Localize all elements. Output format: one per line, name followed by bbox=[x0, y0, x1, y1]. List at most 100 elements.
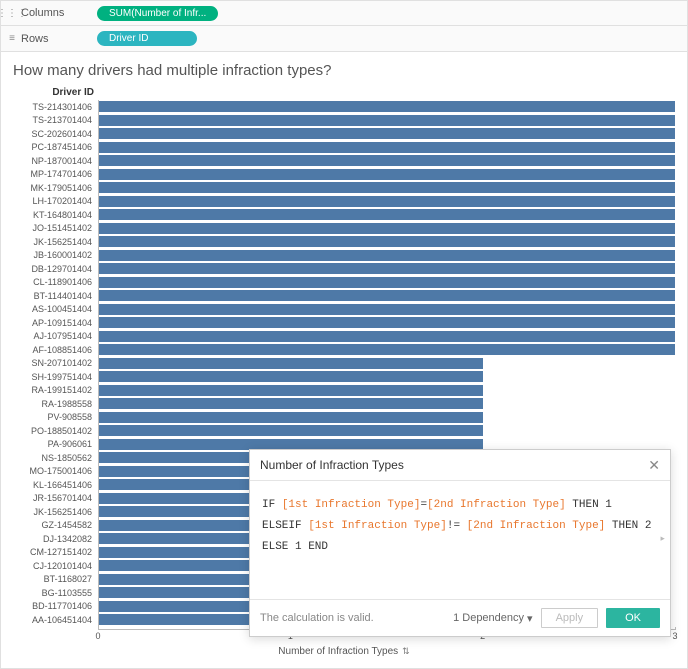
bar-row[interactable]: PO-188501402 bbox=[13, 424, 675, 438]
bar-row[interactable]: MK-179051406 bbox=[13, 181, 675, 195]
bar-label: RA-199151402 bbox=[13, 385, 98, 395]
bar-label: NS-1850562 bbox=[13, 453, 98, 463]
rows-shelf-label: ≡ Rows bbox=[7, 33, 87, 45]
bar-label: PA-906061 bbox=[13, 439, 98, 449]
bar-fill bbox=[99, 155, 675, 166]
bar-label: AF-108851406 bbox=[13, 345, 98, 355]
bar-row[interactable]: JK-156251404 bbox=[13, 235, 675, 249]
bar-row[interactable]: RA-1988558 bbox=[13, 397, 675, 411]
close-icon[interactable]: ✕ bbox=[648, 458, 660, 472]
calc-header[interactable]: Number of Infraction Types ✕ bbox=[250, 450, 670, 481]
bar-track bbox=[98, 384, 675, 398]
bar-track bbox=[98, 249, 675, 263]
bar-fill bbox=[99, 277, 675, 288]
columns-icon: ⋮⋮⋮ bbox=[7, 8, 17, 18]
bar-fill bbox=[99, 250, 675, 261]
bar-row[interactable]: DB-129701404 bbox=[13, 262, 675, 276]
sort-icon[interactable]: ⇅ bbox=[402, 646, 410, 657]
bar-fill bbox=[99, 263, 675, 274]
x-tick: 0 bbox=[95, 631, 100, 641]
bar-label: NP-187001404 bbox=[13, 156, 98, 166]
bar-fill bbox=[99, 142, 675, 153]
bar-label: TS-213701404 bbox=[13, 115, 98, 125]
bar-fill bbox=[99, 331, 675, 342]
calc-title: Number of Infraction Types bbox=[260, 458, 404, 472]
bar-fill bbox=[99, 196, 675, 207]
bar-row[interactable]: TS-213701404 bbox=[13, 114, 675, 128]
calc-body[interactable]: IF [1st Infraction Type]=[2nd Infraction… bbox=[250, 481, 670, 599]
calc-dependency-link[interactable]: 1 Dependency▾ bbox=[453, 612, 532, 625]
bar-track bbox=[98, 424, 675, 438]
bar-track bbox=[98, 114, 675, 128]
bar-fill bbox=[99, 304, 675, 315]
bar-fill bbox=[99, 385, 483, 396]
bar-fill bbox=[99, 128, 675, 139]
bar-row[interactable]: MP-174701406 bbox=[13, 168, 675, 182]
bar-label: KT-164801404 bbox=[13, 210, 98, 220]
bar-label: TS-214301406 bbox=[13, 102, 98, 112]
bar-row[interactable]: JO-151451402 bbox=[13, 222, 675, 236]
calc-line-2: ELSEIF [1st Infraction Type]!= [2nd Infr… bbox=[262, 516, 658, 537]
bar-label: KL-166451406 bbox=[13, 480, 98, 490]
bar-track bbox=[98, 262, 675, 276]
bar-track bbox=[98, 127, 675, 141]
bar-label: AS-100451404 bbox=[13, 304, 98, 314]
bar-row[interactable]: PC-187451406 bbox=[13, 141, 675, 155]
bar-label: MK-179051406 bbox=[13, 183, 98, 193]
calc-status: The calculation is valid. bbox=[260, 612, 374, 624]
bar-row[interactable]: PV-908558 bbox=[13, 411, 675, 425]
calc-footer: The calculation is valid. 1 Dependency▾ … bbox=[250, 599, 670, 636]
bar-track bbox=[98, 141, 675, 155]
bar-fill bbox=[99, 439, 483, 450]
bar-row[interactable]: CL-118901406 bbox=[13, 276, 675, 290]
columns-pill[interactable]: SUM(Number of Infr... bbox=[97, 6, 218, 21]
bar-row[interactable]: LH-170201404 bbox=[13, 195, 675, 209]
bar-row[interactable]: JB-160001402 bbox=[13, 249, 675, 263]
bar-row[interactable]: SN-207101402 bbox=[13, 357, 675, 371]
bar-label: JK-156251406 bbox=[13, 507, 98, 517]
ok-button[interactable]: OK bbox=[606, 608, 660, 628]
bar-label: SN-207101402 bbox=[13, 358, 98, 368]
bar-fill bbox=[99, 182, 675, 193]
bar-row[interactable]: SC-202601404 bbox=[13, 127, 675, 141]
rows-pill[interactable]: Driver ID bbox=[97, 31, 197, 46]
bar-fill bbox=[99, 344, 675, 355]
calc-line-3: ELSE 1 END bbox=[262, 537, 658, 558]
bar-track bbox=[98, 330, 675, 344]
bar-track bbox=[98, 357, 675, 371]
bar-fill bbox=[99, 236, 675, 247]
bar-track bbox=[98, 289, 675, 303]
bar-row[interactable]: SH-199751404 bbox=[13, 370, 675, 384]
sheet-title[interactable]: How many drivers had multiple infraction… bbox=[13, 62, 675, 79]
bar-row[interactable]: KT-164801404 bbox=[13, 208, 675, 222]
bar-row[interactable]: AF-108851406 bbox=[13, 343, 675, 357]
bar-row[interactable]: AP-109151404 bbox=[13, 316, 675, 330]
bar-track bbox=[98, 181, 675, 195]
calc-editor-dialog[interactable]: Number of Infraction Types ✕ IF [1st Inf… bbox=[249, 449, 671, 637]
bar-fill bbox=[99, 223, 675, 234]
bar-row[interactable]: AJ-107951404 bbox=[13, 330, 675, 344]
bar-track bbox=[98, 168, 675, 182]
bar-fill bbox=[99, 115, 675, 126]
bar-label: DJ-1342082 bbox=[13, 534, 98, 544]
bar-label: SC-202601404 bbox=[13, 129, 98, 139]
bar-row[interactable]: NP-187001404 bbox=[13, 154, 675, 168]
bar-label: BT-114401404 bbox=[13, 291, 98, 301]
calc-expand-icon[interactable]: ▸ bbox=[659, 530, 666, 551]
bar-label: AA-106451404 bbox=[13, 615, 98, 625]
bar-label: BT-1168027 bbox=[13, 574, 98, 584]
bar-row[interactable]: AS-100451404 bbox=[13, 303, 675, 317]
columns-shelf[interactable]: ⋮⋮⋮ Columns SUM(Number of Infr... bbox=[0, 0, 688, 26]
bar-track bbox=[98, 343, 675, 357]
bar-row[interactable]: TS-214301406 bbox=[13, 100, 675, 114]
rows-shelf[interactable]: ≡ Rows Driver ID bbox=[0, 26, 688, 52]
bar-label: PO-188501402 bbox=[13, 426, 98, 436]
bar-label: MO-175001406 bbox=[13, 466, 98, 476]
apply-button[interactable]: Apply bbox=[541, 608, 599, 628]
bar-fill bbox=[99, 101, 675, 112]
bar-row[interactable]: BT-114401404 bbox=[13, 289, 675, 303]
bar-label: PC-187451406 bbox=[13, 142, 98, 152]
bar-track bbox=[98, 397, 675, 411]
bar-row[interactable]: RA-199151402 bbox=[13, 384, 675, 398]
bar-track bbox=[98, 235, 675, 249]
